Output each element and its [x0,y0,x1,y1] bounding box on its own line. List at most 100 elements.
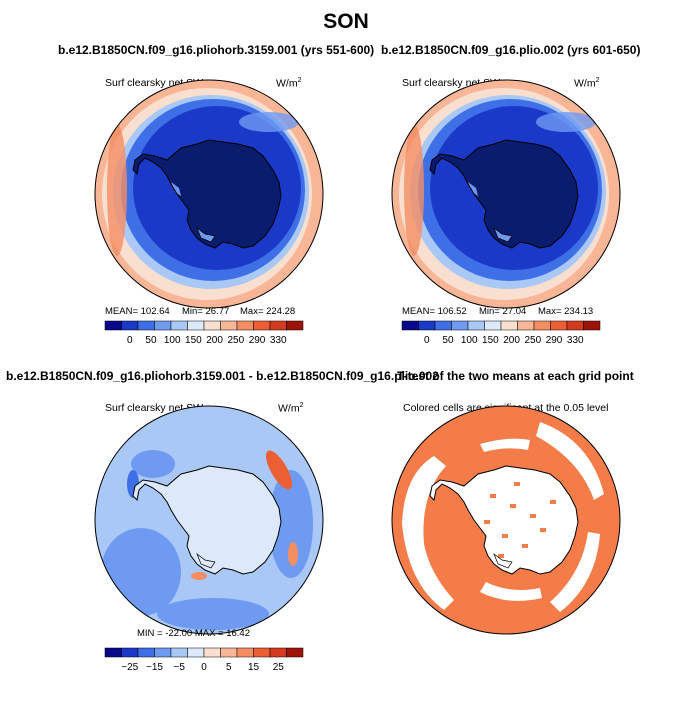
panel-2-units: W/m2 [574,77,600,90]
field-patch [101,528,181,616]
field-continent-insignificant [430,466,578,574]
field-cell [530,514,536,518]
colorbar-tick-label: 200 [503,335,520,346]
colorbar-swatch [583,320,601,331]
field-insignificant [480,438,530,452]
colorbar-tick-label: −15 [146,662,163,673]
field-patch [269,470,313,578]
colorbar-swatch [269,320,287,331]
colorbar-swatch [517,320,535,331]
colorbar-swatch [121,647,139,658]
field-positive-patch [288,542,298,566]
field-continent [133,466,281,574]
colorbar-tick-label: 0 [201,662,207,673]
coastline [132,139,282,249]
field-patch [536,112,596,132]
panel-3-units: W/m2 [278,402,304,415]
colorbar-swatch [121,320,139,331]
coastline [429,139,579,249]
coastline [132,465,282,575]
map-boundary [94,405,324,635]
coastline-shelf [493,552,513,569]
panel-1-colorbar: 0 50 100 150 200 250 290 330 [104,320,304,346]
colorbar-swatch [137,647,155,658]
colorbar-tick-label: 330 [270,335,287,346]
field-ice-shelf [171,182,181,196]
field-insignificant [536,422,604,500]
coastline-shelf [196,552,216,569]
colorbar-swatch [401,320,419,331]
field-positive-patch [191,572,207,580]
field-insignificant [402,456,454,610]
map-field [95,80,323,308]
panel-4-map [391,405,621,635]
colorbar-swatch [220,647,238,658]
field-patch [157,598,269,630]
field-insignificant [480,582,542,601]
colorbar-swatch [236,647,254,658]
panel-3-stats: MIN = -22.00 MAX = 16.42 [137,628,251,639]
colorbar-swatch [451,320,469,331]
colorbar-swatch [203,320,221,331]
colorbar-swatch [500,320,518,331]
colorbar-tick-label: 0 [424,335,430,346]
colorbar-tick-label: 250 [227,335,244,346]
colorbar-swatch [170,647,188,658]
colorbar-tick-label: 0 [127,335,133,346]
field-patch [131,450,175,478]
panel-2-title: b.e12.B1850CN.f09_g16.plio.002 (yrs 601-… [381,43,641,57]
coastline [429,465,579,575]
panel-1-mean: MEAN= 102.64 [105,306,170,317]
map-boundary [391,405,621,635]
colorbar-swatch [236,320,254,331]
colorbar-tick-label: 150 [482,335,499,346]
colorbar-swatch [550,320,568,331]
colorbar-swatch [154,647,172,658]
colorbar-swatch [484,320,502,331]
field-patch [107,124,127,256]
field-patch [239,112,299,132]
colorbar-swatch [533,320,551,331]
colorbar-tick-label: 50 [145,335,157,346]
map-field [392,80,620,308]
colorbar-tick-label: 150 [185,335,202,346]
field-cell [510,504,516,508]
colorbar-swatch [187,320,205,331]
colorbar-swatch [104,647,122,658]
colorbar-tick-label: 50 [442,335,454,346]
colorbar-swatch [137,320,155,331]
coastline-shelf [493,226,513,243]
panel-1-min: Min= 26.77 [182,306,230,317]
panel-4-title: T-test of the two means at each grid poi… [397,369,634,383]
panel-1-map [94,79,324,309]
colorbar-swatch [203,647,221,658]
panel-3-colorbar: −25 −15 −5 0 5 15 25 [104,647,304,673]
field-cell [502,534,508,538]
colorbar-swatch [253,320,271,331]
colorbar-tick-label: 200 [206,335,223,346]
colorbar-tick-label: 330 [567,335,584,346]
panel-1-max: Max= 224.28 [240,306,296,317]
colorbar-swatch [286,320,304,331]
panel-2-min: Min= 27.04 [479,306,527,317]
field-cell [514,482,520,486]
colorbar-tick-label: 25 [273,662,285,673]
colorbar-swatch [187,647,205,658]
field-insignificant [550,532,600,612]
map-field [392,406,620,634]
colorbar-swatch [170,320,188,331]
coastline-shelf [196,226,216,243]
panel-3-map [94,405,324,635]
colorbar-tick-label: 290 [249,335,266,346]
panel-1-title: b.e12.B1850CN.f09_g16.pliohorb.3159.001 … [58,43,375,57]
colorbar-swatch [253,647,271,658]
colorbar-swatch [566,320,584,331]
colorbar-swatch [467,320,485,331]
map-boundary [94,79,324,309]
panel-2-colorbar: 0 50 100 150 200 250 290 330 [401,320,601,346]
colorbar-tick-label: 15 [248,662,260,673]
map-boundary [391,79,621,309]
field-positive-patch [266,450,292,490]
panel-3-title: b.e12.B1850CN.f09_g16.pliohorb.3159.001 … [6,369,439,383]
panel-2-map [391,79,621,309]
